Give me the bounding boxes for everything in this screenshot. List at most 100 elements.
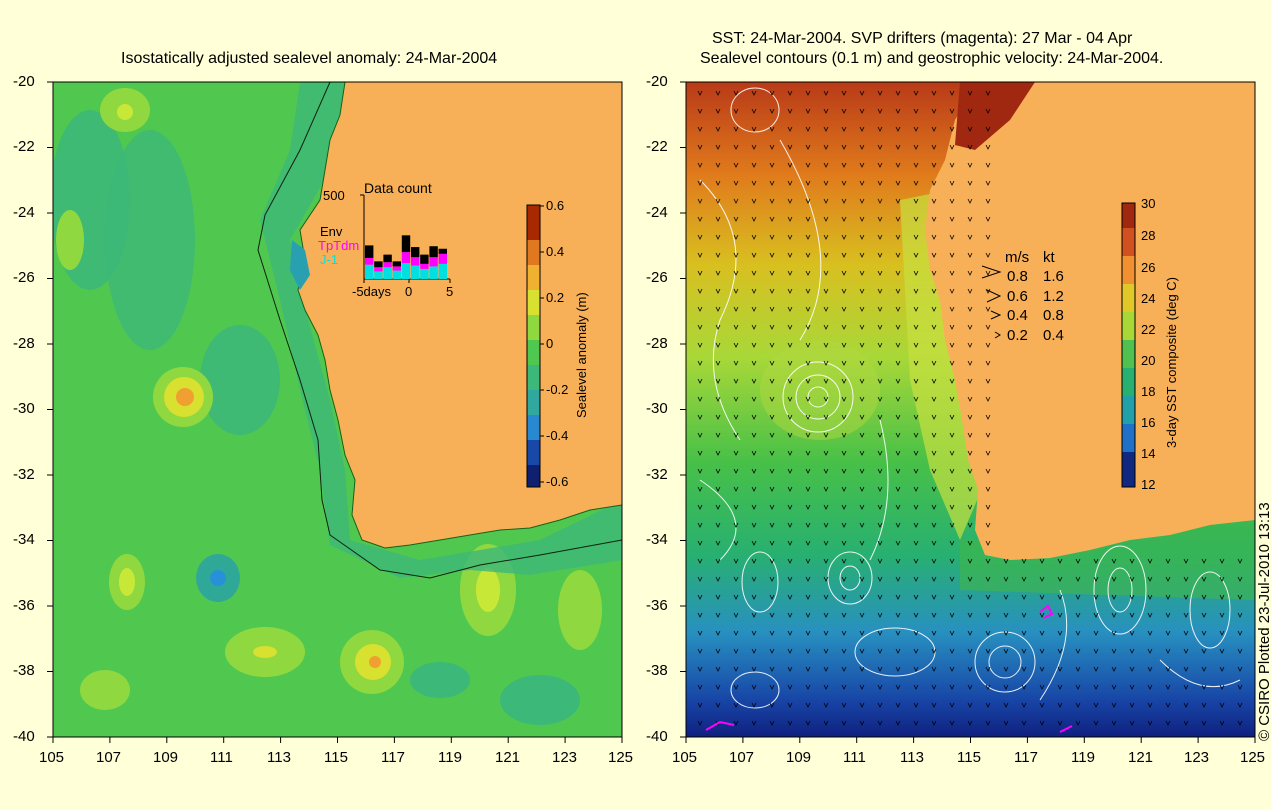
- velocity-arrow: [877, 234, 883, 240]
- velocity-arrow: [895, 432, 901, 438]
- velocity-arrow: [733, 648, 739, 654]
- credit-text: © CSIRO Plotted 23-Jul-2010 13:13: [1256, 502, 1271, 741]
- velocity-arrow: [1129, 612, 1135, 618]
- velocity-arrow: [877, 666, 883, 672]
- velocity-arrow: [787, 180, 793, 186]
- velocity-arrow: [1039, 630, 1045, 636]
- velocity-arrow: [895, 594, 901, 600]
- velocity-arrow: [751, 252, 757, 258]
- velocity-arrow: [895, 252, 901, 258]
- velocity-arrow: [769, 162, 775, 168]
- velocity-arrow: [823, 216, 829, 222]
- right-cb-tick: 14: [1141, 446, 1156, 461]
- inset-bar-env: [401, 235, 411, 253]
- velocity-arrow: [1111, 666, 1117, 672]
- velocity-arrow: [1237, 702, 1243, 708]
- velocity-arrow: [895, 612, 901, 618]
- velocity-arrow: [823, 396, 829, 402]
- velocity-arrow: [751, 180, 757, 186]
- right-cb-tick: 12: [1141, 477, 1156, 492]
- velocity-arrow: [949, 324, 955, 330]
- right-y-tick: -28: [646, 335, 668, 352]
- velocity-arrow: [841, 522, 847, 528]
- velocity-arrow: [877, 378, 883, 384]
- velocity-arrow: [823, 342, 829, 348]
- velocity-arrow: [949, 540, 955, 546]
- left-cb-tick: -0.6: [546, 474, 569, 489]
- velocity-arrow: [1183, 612, 1189, 618]
- velocity-arrow: [1147, 558, 1153, 564]
- inset-bar-tp: [429, 257, 438, 267]
- velocity-arrow: [931, 486, 937, 492]
- velocity-arrow: [859, 504, 865, 510]
- velocity-arrow: [985, 468, 991, 474]
- velocity-arrow: [1183, 684, 1189, 690]
- velocity-arrow: [787, 468, 793, 474]
- velocity-arrow: [1165, 702, 1171, 708]
- velocity-arrow: [913, 612, 919, 618]
- velocity-arrow: [823, 378, 829, 384]
- velocity-arrow: [787, 216, 793, 222]
- velocity-arrow: [877, 342, 883, 348]
- right-cb-tick: 22: [1141, 322, 1156, 337]
- velocity-arrow: [715, 414, 721, 420]
- velocity-arrow: [895, 576, 901, 582]
- velocity-arrow: [949, 162, 955, 168]
- velocity-arrow: [715, 594, 721, 600]
- velocity-arrow: [1093, 612, 1099, 618]
- velocity-arrow: [949, 216, 955, 222]
- velocity-arrow: [1093, 720, 1099, 726]
- velocity-arrow: [787, 198, 793, 204]
- velocity-arrow: [1093, 630, 1099, 636]
- velocity-arrow: [715, 324, 721, 330]
- velocity-arrow: [769, 198, 775, 204]
- velocity-arrow: [841, 486, 847, 492]
- velocity-arrow: [805, 342, 811, 348]
- velocity-arrow: [913, 270, 919, 276]
- inset-bar-j1: [374, 271, 383, 279]
- velocity-arrow: [733, 468, 739, 474]
- inset-bar-env: [438, 248, 447, 254]
- velocity-arrow: [697, 216, 703, 222]
- inset-bar-j1: [438, 263, 447, 279]
- velocity-arrow: [1165, 648, 1171, 654]
- velocity-arrow: [967, 594, 973, 600]
- velocity-arrow: [1075, 594, 1081, 600]
- velocity-arrow: [1201, 630, 1207, 636]
- velocity-arrow: [805, 558, 811, 564]
- velocity-arrow: [805, 306, 811, 312]
- velocity-arrow: [733, 324, 739, 330]
- velocity-arrow: [895, 522, 901, 528]
- left-x-tick: 117: [381, 749, 405, 766]
- velocity-arrow: [733, 450, 739, 456]
- velocity-arrow: [751, 720, 757, 726]
- velocity-arrow: [859, 378, 865, 384]
- velocity-arrow: [877, 576, 883, 582]
- velocity-arrow: [805, 360, 811, 366]
- velocity-arrow: [841, 360, 847, 366]
- velocity-arrow: [1003, 648, 1009, 654]
- velocity-arrow: [1003, 684, 1009, 690]
- velocity-arrow: [913, 396, 919, 402]
- velocity-arrow: [895, 288, 901, 294]
- velocity-arrow: [859, 486, 865, 492]
- velocity-arrow: [715, 576, 721, 582]
- velocity-arrow: [949, 666, 955, 672]
- velocity-arrow: [1093, 594, 1099, 600]
- velocity-arrow: [985, 396, 991, 402]
- velocity-arrow: [913, 450, 919, 456]
- velocity-arrow: [1201, 648, 1207, 654]
- velocity-arrow: [823, 450, 829, 456]
- right-y-tick: -30: [646, 400, 668, 417]
- velocity-arrow: [841, 180, 847, 186]
- velocity-arrow: [787, 720, 793, 726]
- velocity-arrow: [913, 162, 919, 168]
- velocity-arrow: [787, 342, 793, 348]
- velocity-arrow: [877, 486, 883, 492]
- velocity-arrow: [913, 306, 919, 312]
- velocity-arrow: [967, 486, 973, 492]
- velocity-arrow: [895, 450, 901, 456]
- velocity-arrow: [841, 234, 847, 240]
- velocity-arrow: [733, 198, 739, 204]
- velocity-arrow: [1147, 720, 1153, 726]
